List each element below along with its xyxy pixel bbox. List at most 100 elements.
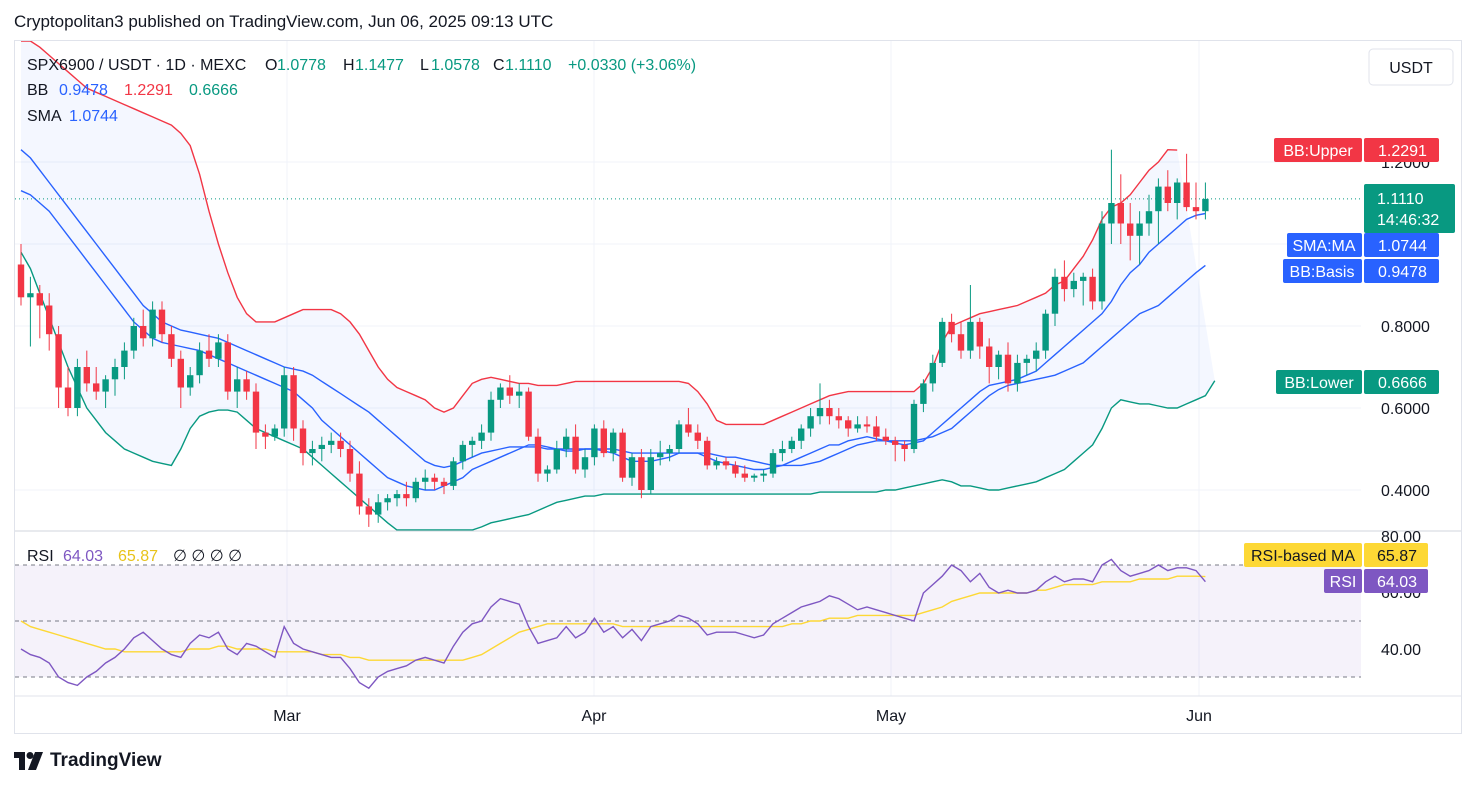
candle [375,494,382,523]
candle [469,436,476,458]
legend-l-value: 1.0578 [431,57,480,74]
candle-body [769,453,777,474]
candle-body [628,457,636,478]
legend-rsi-label[interactable]: RSI [27,548,54,565]
candle-body [1023,358,1030,363]
candle-body [1164,186,1171,203]
candle [751,473,758,482]
candle-body [713,461,720,466]
candle-body [779,449,786,454]
legend-l-label: L [420,57,429,74]
candle [1051,268,1059,326]
candle [901,440,908,462]
legend-bb-label[interactable]: BB [27,82,48,99]
candle [46,293,53,351]
candle-body [1145,211,1153,224]
candle-body [393,494,401,499]
candle-body [17,264,25,298]
candle-body [55,334,62,388]
rsi-tick: 40.00 [1381,642,1421,659]
currency-button-label[interactable]: USDT [1389,60,1433,77]
candle [130,317,137,359]
candle [826,399,833,425]
candle [1108,149,1115,244]
candle-body [788,440,795,449]
candle [600,420,607,458]
candle [1174,178,1181,220]
legend-sma-label[interactable]: SMA [27,108,62,125]
candle-body [337,440,344,449]
bb-basis-name: BB:Basis [1290,264,1355,281]
candle [647,449,654,495]
candle [506,375,513,404]
chart-frame: SPX6900 / USDT · 1D · MEXC O 1.0778 H 1.… [14,40,1462,734]
candle [1070,272,1077,298]
candle [102,375,109,408]
legend-symbol[interactable]: SPX6900 / USDT · 1D · MEXC [27,57,246,74]
candle-body [854,424,861,429]
candle-body [751,475,758,478]
candle-body [478,432,485,441]
candle [252,383,260,449]
time-label: May [876,708,906,725]
candle [64,367,72,417]
publisher-line: Cryptopolitan3 published on TradingView.… [14,12,554,31]
candle-body [1014,362,1021,384]
bb-basis-price-label: BB:Basis 0.9478 [1283,259,1439,283]
candle [563,428,570,458]
candle-body [1061,276,1068,290]
candle-body [967,321,974,351]
candle-body [948,321,955,335]
candle-body [901,444,908,449]
candle-body [976,321,983,347]
candle-body [986,346,993,367]
candle [337,432,344,458]
candle-body [215,342,222,359]
candle-body [346,449,354,474]
tradingview-brand[interactable]: TradingView [14,750,162,772]
candle [309,440,316,466]
candle [638,449,645,499]
candle [1155,178,1162,244]
candle-body [1174,182,1181,203]
candle [1164,170,1171,212]
time-label: Apr [582,708,608,725]
candle [967,285,974,359]
candle-body [187,375,194,388]
rsi-price-label: RSI 64.03 [1324,569,1428,593]
candle-body [375,502,382,515]
candle [939,317,946,367]
candle [431,473,438,490]
candle-body [1070,280,1077,290]
bb-fill-layer [21,41,1215,530]
candle-body [760,473,767,476]
candle [299,420,307,466]
candle-body [610,432,617,454]
bb-upper-line [21,40,1178,426]
candle-body [873,426,880,437]
legend-h-label: H [343,57,355,74]
candle-body [835,416,842,421]
candle [854,416,861,433]
candle [1042,309,1049,359]
candle [17,244,25,306]
candle-body [271,428,278,437]
candle-body [121,350,128,367]
candle-body [93,383,100,392]
candle [158,301,166,343]
candle-body [544,469,551,474]
candle-body [384,498,391,503]
candle-body [1136,223,1143,236]
candle-body [638,457,645,490]
candle [525,387,532,441]
bb-lower-value: 0.6666 [1378,375,1427,392]
currency-button[interactable] [1368,48,1454,86]
candle-body [826,408,833,417]
rsi-value: 64.03 [1377,574,1417,591]
candle-body [158,309,166,335]
candle [262,424,269,449]
candle-body [534,436,542,474]
candle [948,313,955,343]
candle-body [27,293,34,298]
countdown: 14:46:32 [1377,212,1439,229]
